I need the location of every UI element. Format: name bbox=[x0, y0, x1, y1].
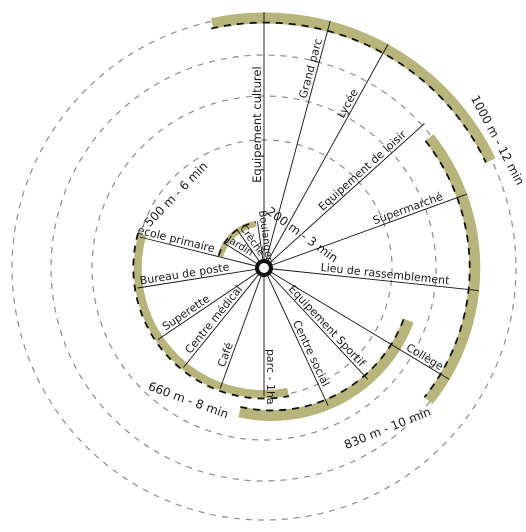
band-660m bbox=[238, 318, 414, 421]
destination-label: Lycée bbox=[334, 87, 361, 121]
band-500m-dashes bbox=[132, 232, 290, 400]
band-830m bbox=[424, 134, 481, 404]
spoke-line bbox=[183, 267, 265, 368]
spoke-line bbox=[263, 43, 389, 269]
center-hub bbox=[255, 259, 273, 277]
spoke-line bbox=[263, 267, 450, 380]
distance-bands bbox=[132, 12, 496, 421]
spoke-line bbox=[139, 236, 265, 269]
spoke-line bbox=[219, 267, 265, 389]
distance-label-830m: 830 m - 10 min bbox=[342, 405, 433, 452]
destination-label: Bureau de poste bbox=[139, 260, 231, 287]
destination-label: Collège bbox=[404, 341, 446, 373]
distance-label-200m: 200 m - 3 min bbox=[264, 204, 341, 265]
band-660m-dashes bbox=[240, 318, 405, 412]
spoke-line bbox=[263, 267, 479, 292]
spoke-line bbox=[263, 20, 331, 269]
spoke-line bbox=[263, 193, 468, 269]
band-1000m bbox=[211, 12, 496, 164]
center-point-inner bbox=[259, 263, 269, 273]
band-200m bbox=[217, 220, 257, 258]
destination-label: Equipement de loisir bbox=[316, 128, 409, 214]
spoke-line bbox=[157, 267, 265, 340]
destination-label: Equipement culturel bbox=[250, 66, 264, 183]
band-830m-dashes bbox=[423, 140, 471, 398]
destination-label: Lieu de rassemblement bbox=[320, 261, 451, 288]
distance-label-500m: 500 m - 6 min bbox=[142, 159, 211, 229]
destination-spokes bbox=[137, 12, 479, 406]
band-200m-dashes bbox=[218, 221, 257, 257]
spoke-line bbox=[263, 267, 329, 406]
spoke-line bbox=[137, 267, 265, 289]
destination-label: Supermarché bbox=[371, 190, 445, 227]
spoke-line bbox=[263, 267, 369, 380]
destination-label: Grand parc bbox=[297, 37, 325, 100]
guide-circle-660m bbox=[91, 95, 437, 441]
destination-label: parc - 1ha bbox=[264, 349, 277, 405]
spoke-line bbox=[263, 123, 425, 269]
guide-circle-1000m bbox=[11, 15, 517, 521]
band-500m bbox=[133, 233, 289, 399]
